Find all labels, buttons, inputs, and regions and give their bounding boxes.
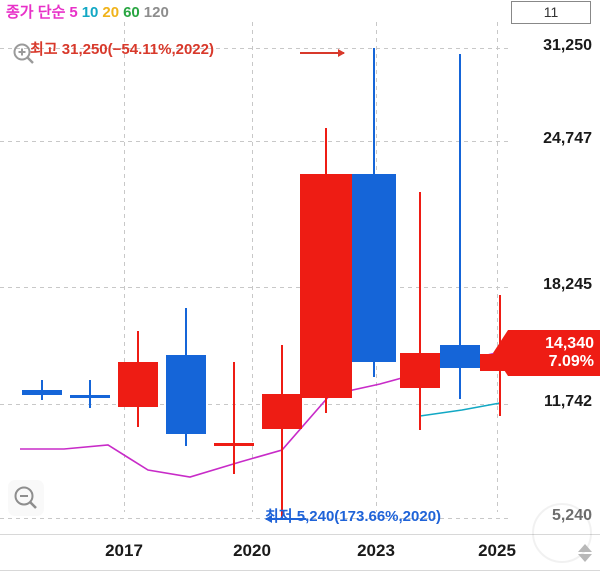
- candle-body: [262, 394, 302, 430]
- current-price-tag[interactable]: 14,340 7.09%: [493, 330, 600, 376]
- gridline-horizontal: [0, 141, 510, 142]
- gridline-vertical: [497, 22, 498, 512]
- low-annotation-arrow: [265, 515, 306, 523]
- candle-wick: [233, 361, 235, 474]
- candle-body: [70, 394, 110, 398]
- y-axis-tick-18245: 18,245: [543, 276, 592, 293]
- legend-item-60[interactable]: 60: [123, 4, 140, 21]
- gridline-vertical: [124, 22, 125, 512]
- legend-item-20[interactable]: 20: [102, 4, 120, 21]
- gridline-horizontal: [0, 518, 510, 519]
- candle-body: [166, 355, 206, 434]
- candle-body: [352, 173, 396, 362]
- current-price: 14,340: [545, 334, 594, 352]
- gridline-horizontal: [0, 404, 510, 405]
- x-axis: 2017 2020 2023 2025: [0, 534, 600, 571]
- y-axis-tick-31250: 31,250: [543, 37, 592, 54]
- candle-body: [214, 442, 254, 446]
- candle-body: [300, 173, 352, 398]
- ma-line-10: [419, 402, 501, 417]
- high-annotation: 최고 31,250(−54.11%,2022): [30, 41, 214, 58]
- candle-wick: [419, 191, 421, 431]
- plot-area[interactable]: [0, 22, 600, 534]
- legend-item-5[interactable]: 5: [69, 4, 78, 21]
- zoom-out-icon: [14, 486, 37, 509]
- legend-title: 종가 단순: [6, 4, 66, 21]
- x-axis-tick-2023: 2023: [357, 541, 395, 560]
- watermark: [532, 503, 592, 563]
- scroll-controls[interactable]: [574, 538, 596, 568]
- triangle-up-icon[interactable]: [578, 544, 592, 552]
- candle-wick: [89, 379, 91, 409]
- candle-body: [440, 345, 480, 368]
- y-axis-tick-24747: 24,747: [543, 130, 592, 147]
- low-annotation: 최저 5,240(173.66%,2020): [265, 508, 442, 525]
- ma-legend: 종가 단순 5 10 20 60 120: [6, 1, 173, 22]
- value-box[interactable]: 11: [511, 1, 591, 24]
- x-axis-tick-2025: 2025: [478, 541, 516, 560]
- candle-body: [400, 353, 440, 388]
- gridline-vertical: [252, 22, 253, 512]
- zoom-in-button[interactable]: [6, 36, 42, 72]
- y-axis-tick-11742: 11,742: [543, 393, 592, 410]
- zoom-in-icon: [13, 43, 34, 64]
- zoom-out-button[interactable]: [8, 480, 44, 516]
- x-axis-tick-2020: 2020: [233, 541, 271, 560]
- candle-body: [22, 389, 62, 395]
- triangle-down-icon[interactable]: [578, 554, 592, 562]
- legend-item-120[interactable]: 120: [143, 4, 169, 21]
- legend-item-10[interactable]: 10: [81, 4, 99, 21]
- gridline-horizontal: [0, 48, 510, 49]
- x-axis-tick-2017: 2017: [105, 541, 143, 560]
- candle-wick: [281, 345, 283, 518]
- high-annotation-arrow: [300, 49, 345, 57]
- gridline-horizontal: [0, 287, 510, 288]
- candle-wick: [459, 54, 461, 400]
- current-change-pct: 7.09%: [548, 353, 594, 370]
- candle-body: [118, 362, 158, 407]
